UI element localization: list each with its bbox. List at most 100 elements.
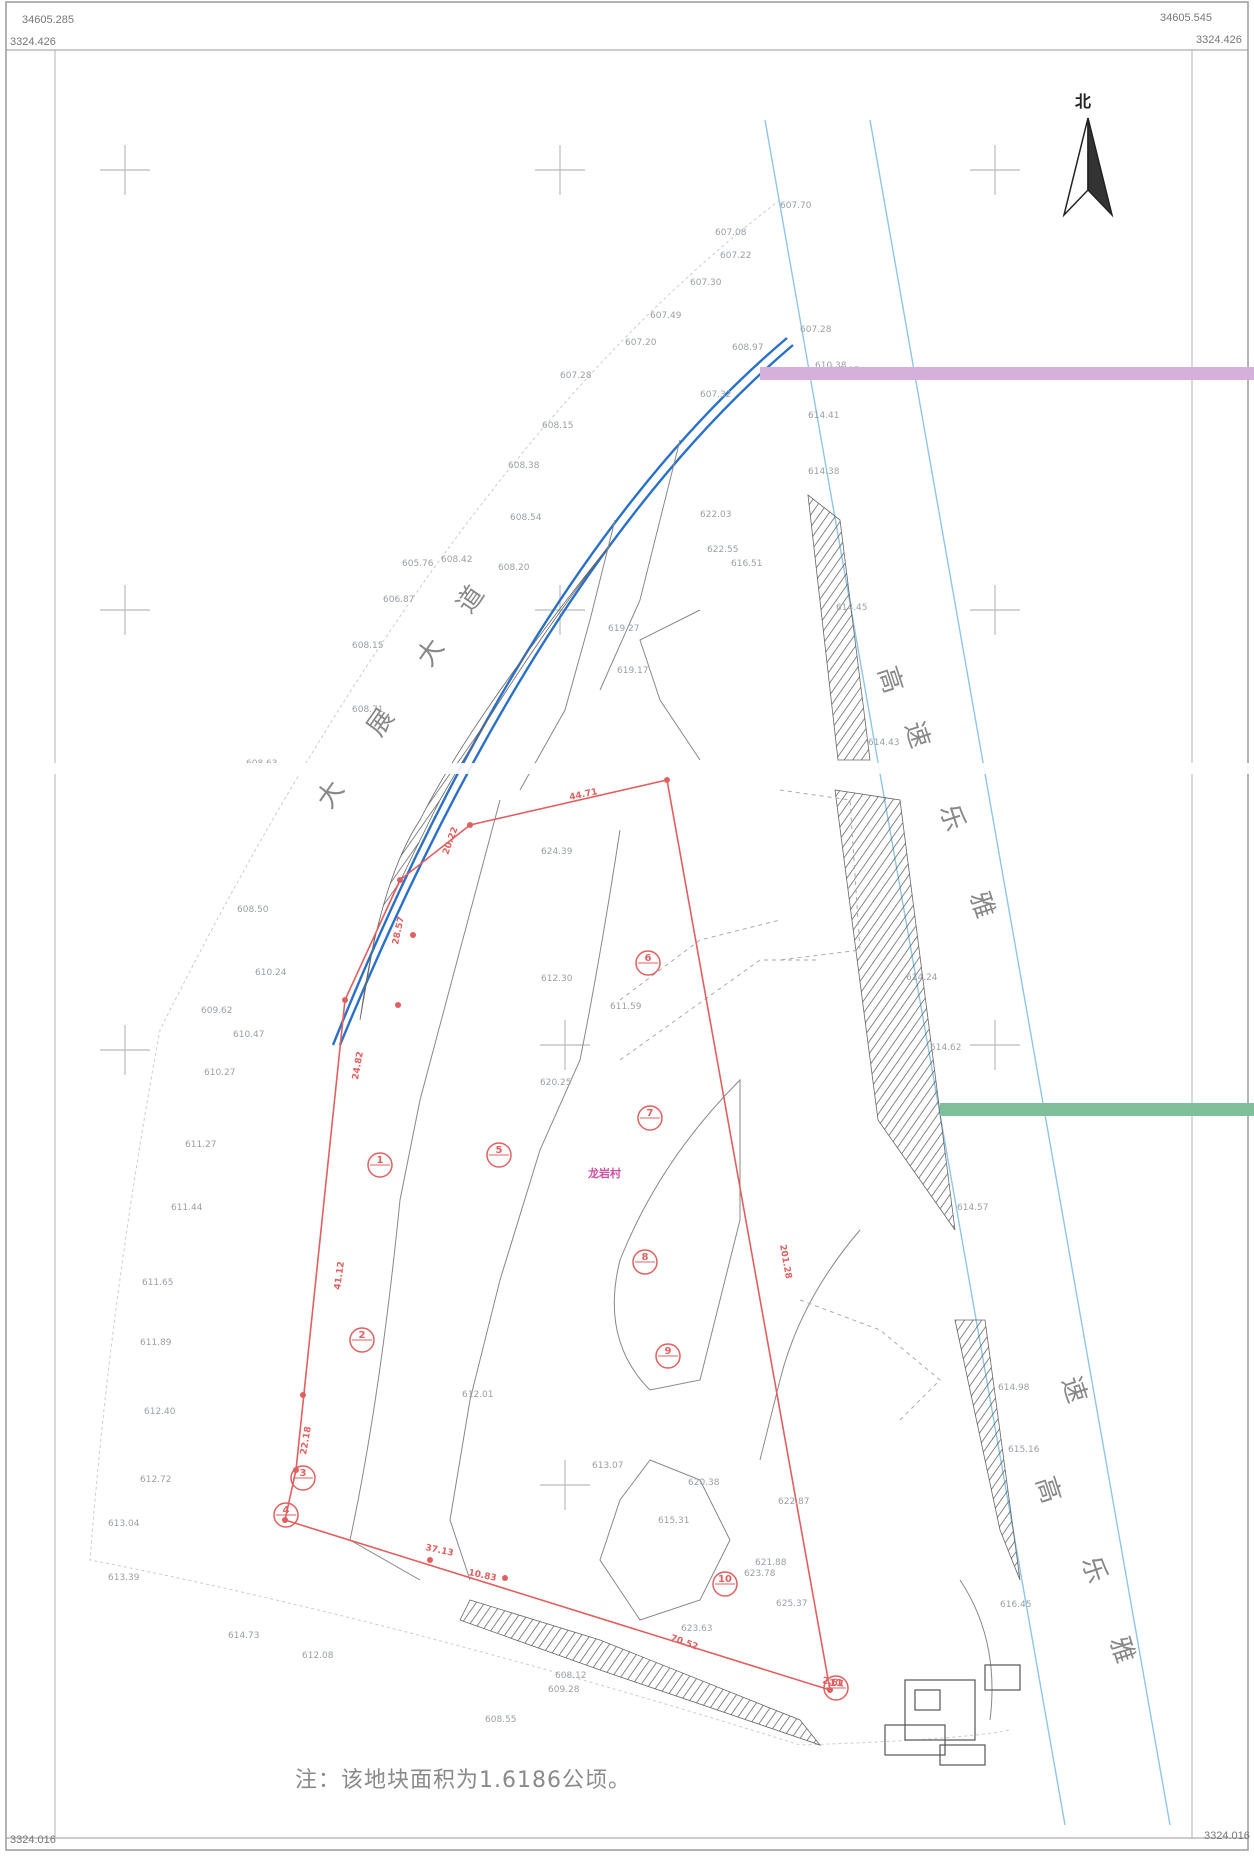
corner-bottom-right-y: 3324.016 bbox=[1204, 1830, 1250, 1842]
elevation-label: 610.38 bbox=[815, 361, 847, 371]
road-name-char: 大 bbox=[411, 633, 450, 672]
corner-top-left-y: 3324.426 bbox=[10, 36, 56, 48]
elevation-label: 607.08 bbox=[715, 228, 747, 238]
parcel-circle bbox=[635, 950, 661, 976]
elevation-label: 624.39 bbox=[541, 847, 573, 857]
elevation-label: 607.28 bbox=[800, 325, 832, 335]
elevation-label: 614.73 bbox=[228, 1631, 260, 1641]
elevation-label: 612.72 bbox=[140, 1475, 172, 1485]
elevation-label: 616.45 bbox=[1000, 1600, 1032, 1610]
parcel-circle bbox=[823, 1675, 849, 1701]
elevation-label: 612.01 bbox=[462, 1390, 494, 1400]
elevation-label: 622.03 bbox=[700, 510, 732, 520]
parcel-circle bbox=[273, 1502, 299, 1528]
elevation-label: 612.30 bbox=[541, 974, 573, 984]
elevation-label: 612.40 bbox=[144, 1407, 176, 1417]
dashed-boundaries bbox=[619, 789, 941, 1421]
elevation-label: 613.04 bbox=[108, 1519, 140, 1529]
parcel-circle bbox=[637, 1105, 663, 1131]
elevation-label: 609.28 bbox=[548, 1685, 580, 1695]
elevation-label: 608.42 bbox=[441, 555, 473, 565]
elevation-label: 610.27 bbox=[204, 1068, 236, 1078]
elevation-label: 607.22 bbox=[720, 251, 752, 261]
segment-length: 2.81 bbox=[821, 1676, 845, 1690]
parcel-number: 2 bbox=[359, 1330, 366, 1341]
elevation-label: 614.24 bbox=[906, 973, 938, 983]
corner-top-right-x: 34605.545 bbox=[1160, 12, 1212, 24]
parcel-number: 5 bbox=[496, 1145, 503, 1156]
north-arrow-icon bbox=[1062, 117, 1114, 218]
scan-band-purple bbox=[760, 367, 1254, 380]
highway-name-char: 雅 bbox=[963, 888, 1000, 922]
elevation-label: 607.28 bbox=[560, 371, 592, 381]
elevation-label: 610.47 bbox=[233, 1030, 265, 1040]
segment-length: 24.82 bbox=[351, 1051, 366, 1081]
elevation-label: 622.55 bbox=[707, 545, 739, 555]
elevation-label: 614.45 bbox=[836, 603, 868, 613]
elevation-label: 606.87 bbox=[383, 595, 415, 605]
elevation-label: 608.71 bbox=[352, 705, 384, 715]
segment-length: 22.18 bbox=[299, 1426, 314, 1456]
slope-hatching bbox=[359, 494, 1021, 1746]
elevation-label: 614.41 bbox=[808, 411, 840, 421]
elevation-label: 620.38 bbox=[688, 1478, 720, 1488]
elevation-label: 608.55 bbox=[485, 1715, 517, 1725]
highway-name-char: 雅 bbox=[1103, 1633, 1140, 1667]
survey-area-outline bbox=[89, 199, 1011, 1746]
elevation-label: 614.43 bbox=[868, 738, 900, 748]
segment-length: 41.12 bbox=[333, 1261, 347, 1291]
elevation-label: 622.87 bbox=[778, 1497, 810, 1507]
segment-length: 20.22 bbox=[441, 826, 460, 856]
elevation-label: 608.38 bbox=[508, 461, 540, 471]
parcel-number: 1 bbox=[377, 1155, 384, 1166]
parcel-markers: 1 2 3 4 5 6 7 8 9 10 11 bbox=[273, 950, 849, 1701]
elevation-label: 605.76 bbox=[402, 559, 434, 569]
elevation-label: 625.37 bbox=[776, 1599, 808, 1609]
area-note: 注：该地块面积为1.6186公顷。 bbox=[295, 1768, 631, 1793]
elevation-label: 608.12 bbox=[555, 1671, 587, 1681]
elevation-labels: 607.70 607.08 607.22 607.30 607.49 607.20 607.… bbox=[108, 201, 1040, 1725]
parcel-boundary bbox=[284, 779, 832, 1692]
village-label: 龙岩村 bbox=[587, 1166, 621, 1180]
elevation-label: 611.59 bbox=[610, 1002, 642, 1012]
parcel-number: 7 bbox=[647, 1108, 654, 1119]
elevation-label: 614.98 bbox=[998, 1383, 1030, 1393]
elevation-label: 611.65 bbox=[142, 1278, 174, 1288]
parcel-circle bbox=[290, 1465, 316, 1491]
road-name-char: 大 bbox=[311, 775, 350, 814]
elevation-label: 615.31 bbox=[658, 1516, 690, 1526]
elevation-label: 619.17 bbox=[617, 666, 649, 676]
elevation-label: 608.15 bbox=[542, 421, 574, 431]
highway-name-char: 速 bbox=[1055, 1373, 1092, 1407]
elevation-label: 614.62 bbox=[930, 1043, 962, 1053]
elevation-label: 608.50 bbox=[237, 905, 269, 915]
parcel-circle bbox=[655, 1343, 681, 1369]
parcel-number: 11 bbox=[829, 1678, 843, 1689]
corner-bottom-left-y: 3324.016 bbox=[10, 1834, 56, 1846]
elevation-label: 623.63 bbox=[681, 1624, 713, 1634]
elevation-label: 613.07 bbox=[592, 1461, 624, 1471]
elevation-label: 615.16 bbox=[1008, 1445, 1040, 1455]
scan-band-green bbox=[940, 1103, 1254, 1116]
parcel-circle bbox=[712, 1571, 738, 1597]
segment-length: 70.52 bbox=[669, 1633, 699, 1652]
parcel-number: 4 bbox=[283, 1505, 290, 1516]
boundary-vertices bbox=[282, 777, 833, 1693]
elevation-label: 608.15 bbox=[352, 641, 384, 651]
parcel-number: 9 bbox=[665, 1346, 672, 1357]
parcel-circle bbox=[486, 1142, 512, 1168]
corner-top-left-x: 34605.285 bbox=[22, 14, 74, 26]
elevation-label: 607.32 bbox=[700, 390, 732, 400]
corner-top-right-y: 3324.426 bbox=[1196, 34, 1242, 46]
elevation-label: 608.20 bbox=[498, 563, 530, 573]
parcel-circle bbox=[632, 1249, 658, 1275]
road-name-char: 道 bbox=[451, 580, 490, 619]
elevation-label: 620.25 bbox=[540, 1078, 572, 1088]
parcel-circle bbox=[367, 1152, 393, 1178]
parcel-circle bbox=[349, 1327, 375, 1353]
parcel-number: 8 bbox=[642, 1252, 649, 1263]
north-label: 北 bbox=[1075, 92, 1092, 111]
elevation-label: 609.62 bbox=[201, 1006, 233, 1016]
elevation-label: 614.57 bbox=[957, 1203, 989, 1213]
